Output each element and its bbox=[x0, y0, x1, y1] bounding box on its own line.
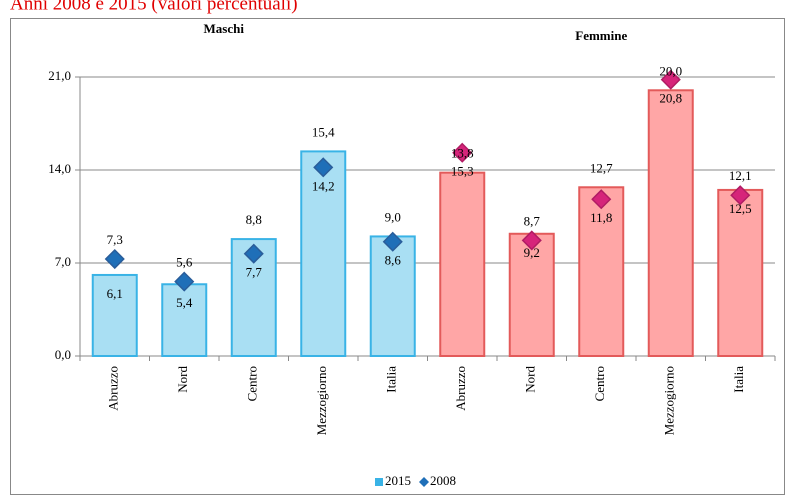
data-label: 5,6 bbox=[176, 255, 193, 270]
legend-label: 2008 bbox=[430, 473, 456, 488]
group-label: Femmine bbox=[575, 28, 627, 43]
bar bbox=[300, 150, 347, 357]
data-label: 20,8 bbox=[659, 91, 682, 106]
data-label: 14,2 bbox=[312, 178, 335, 193]
marker bbox=[243, 243, 264, 264]
data-label: 15,3 bbox=[451, 164, 474, 179]
bar bbox=[578, 186, 625, 357]
marker bbox=[591, 189, 612, 210]
y-tick-label: 21,0 bbox=[48, 68, 71, 83]
data-label: 8,7 bbox=[524, 213, 541, 228]
bar bbox=[161, 283, 208, 357]
bar bbox=[91, 273, 138, 358]
data-label: 7,3 bbox=[107, 232, 123, 247]
x-tick-label: Italia bbox=[384, 366, 399, 393]
data-label: 6,1 bbox=[107, 286, 123, 301]
x-tick-label: Nord bbox=[523, 366, 538, 393]
marker bbox=[521, 230, 542, 251]
marker bbox=[174, 271, 195, 292]
marker bbox=[104, 248, 125, 270]
legend-label: 2015 bbox=[385, 473, 411, 488]
y-tick-label: 14,0 bbox=[48, 161, 71, 176]
y-tick-label: 7,0 bbox=[55, 254, 71, 269]
legend-swatch bbox=[419, 477, 429, 487]
x-tick-label: Italia bbox=[731, 366, 746, 393]
data-label: 13,8 bbox=[451, 146, 474, 161]
data-label: 7,7 bbox=[246, 265, 263, 280]
x-tick-label: Abruzzo bbox=[106, 366, 121, 411]
data-label: 12,1 bbox=[729, 168, 752, 183]
data-label: 12,7 bbox=[590, 160, 613, 175]
x-tick-label: Centro bbox=[592, 366, 607, 401]
x-tick-label: Nord bbox=[175, 366, 190, 393]
data-label: 9,2 bbox=[524, 245, 540, 260]
group-label: Maschi bbox=[204, 21, 245, 36]
bar bbox=[439, 171, 486, 357]
data-label: 15,4 bbox=[312, 124, 335, 139]
bar bbox=[647, 89, 694, 358]
data-label: 8,8 bbox=[246, 212, 262, 227]
x-tick-label: Mezzogiorno bbox=[314, 366, 329, 435]
data-label: 12,5 bbox=[729, 201, 752, 216]
marker bbox=[660, 69, 681, 90]
data-label: 9,0 bbox=[385, 209, 401, 224]
x-tick-label: Centro bbox=[245, 366, 260, 401]
data-label: 8,6 bbox=[385, 253, 402, 268]
marker bbox=[313, 157, 334, 178]
bar bbox=[369, 235, 416, 357]
data-label: 20,0 bbox=[659, 63, 682, 78]
marker bbox=[382, 231, 403, 252]
data-label: 11,8 bbox=[590, 210, 612, 225]
x-tick-label: Abruzzo bbox=[453, 366, 468, 411]
legend-swatch bbox=[375, 478, 383, 486]
marker bbox=[730, 185, 751, 206]
data-label: 5,4 bbox=[176, 295, 193, 310]
bar bbox=[717, 188, 764, 357]
x-tick-label: Mezzogiorno bbox=[662, 366, 677, 435]
chart-title: Anni 2008 e 2015 (valori percentuali) bbox=[10, 0, 298, 14]
marker bbox=[452, 142, 473, 163]
y-tick-label: 0,0 bbox=[55, 347, 71, 362]
bar bbox=[508, 232, 555, 357]
